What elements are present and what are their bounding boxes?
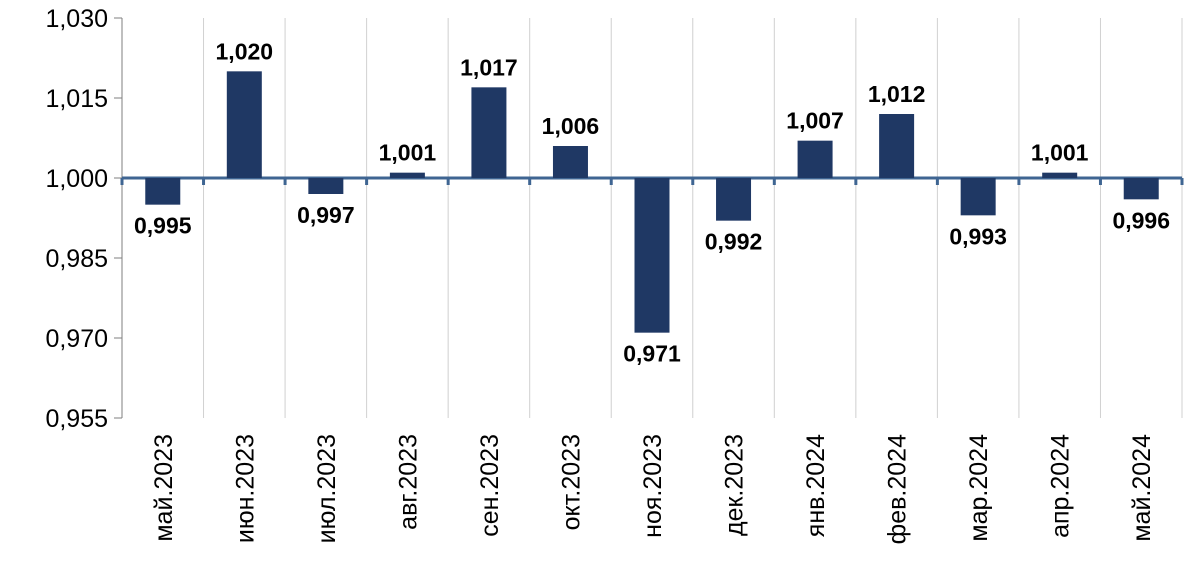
x-tick-label: мар.2024 [965,434,993,542]
x-tick-label: май.2024 [1128,434,1156,542]
bar-ноя.2023 [634,178,670,333]
data-labels: 0,995 1,020 0,997 1,001 1,017 1,006 0,971 0,992… [134,38,1170,366]
y-tick-label: 0,955 [45,405,108,433]
bar-авг.2023 [389,172,425,178]
data-label: 0,995 [134,213,192,239]
bar-май.2024 [1123,178,1159,200]
x-tick-label: авг.2023 [394,434,422,530]
bar-июн.2023 [226,71,262,178]
data-label: 1,020 [216,38,274,64]
y-tick-label: 1,030 [45,5,108,33]
bars [145,71,1159,333]
x-tick-label: янв.2024 [802,434,830,537]
data-label: 1,001 [379,140,437,166]
data-label: 0,997 [297,202,355,228]
data-label: 1,012 [868,81,926,107]
y-tick-label: 1,000 [45,165,108,193]
y-tick-label: 0,985 [45,245,108,273]
y-axis-tick-labels: 0,955 0,970 0,985 1,000 1,015 1,030 [45,5,108,433]
x-tick-label: июл.2023 [313,434,341,543]
x-tick-label: май.2023 [150,434,178,542]
bar-апр.2024 [1042,172,1078,178]
x-tick-label: июн.2023 [231,434,259,543]
data-label: 1,006 [542,113,600,139]
x-tick-label: ноя.2023 [639,434,667,538]
x-tick-label: дек.2023 [721,434,749,536]
x-tick-label: окт.2023 [557,434,585,530]
data-label: 0,993 [949,223,1007,249]
bar-янв.2024 [797,140,833,178]
bar-фев.2024 [879,114,915,178]
bar-окт.2023 [552,146,588,178]
data-label: 0,996 [1112,207,1170,233]
x-tick-label: фев.2024 [884,434,912,544]
data-label: 0,992 [705,229,763,255]
grid-lines [203,18,1183,418]
data-label: 1,007 [786,108,844,134]
bar-дек.2023 [716,178,752,221]
bar-июл.2023 [308,178,344,194]
data-label: 0,971 [623,341,681,367]
bar-сен.2023 [471,87,507,178]
data-label: 1,001 [1031,140,1089,166]
bar-мар.2024 [960,178,996,216]
bar-май.2023 [145,178,181,205]
data-label: 1,017 [460,54,518,80]
x-axis-tick-labels: май.2023 июн.2023 июл.2023 авг.2023 сен.2023… [150,434,1156,544]
x-tick-label: сен.2023 [476,434,504,537]
y-tick-label: 0,970 [45,325,108,353]
y-tick-label: 1,015 [45,85,108,113]
x-tick-label: апр.2024 [1047,434,1075,538]
